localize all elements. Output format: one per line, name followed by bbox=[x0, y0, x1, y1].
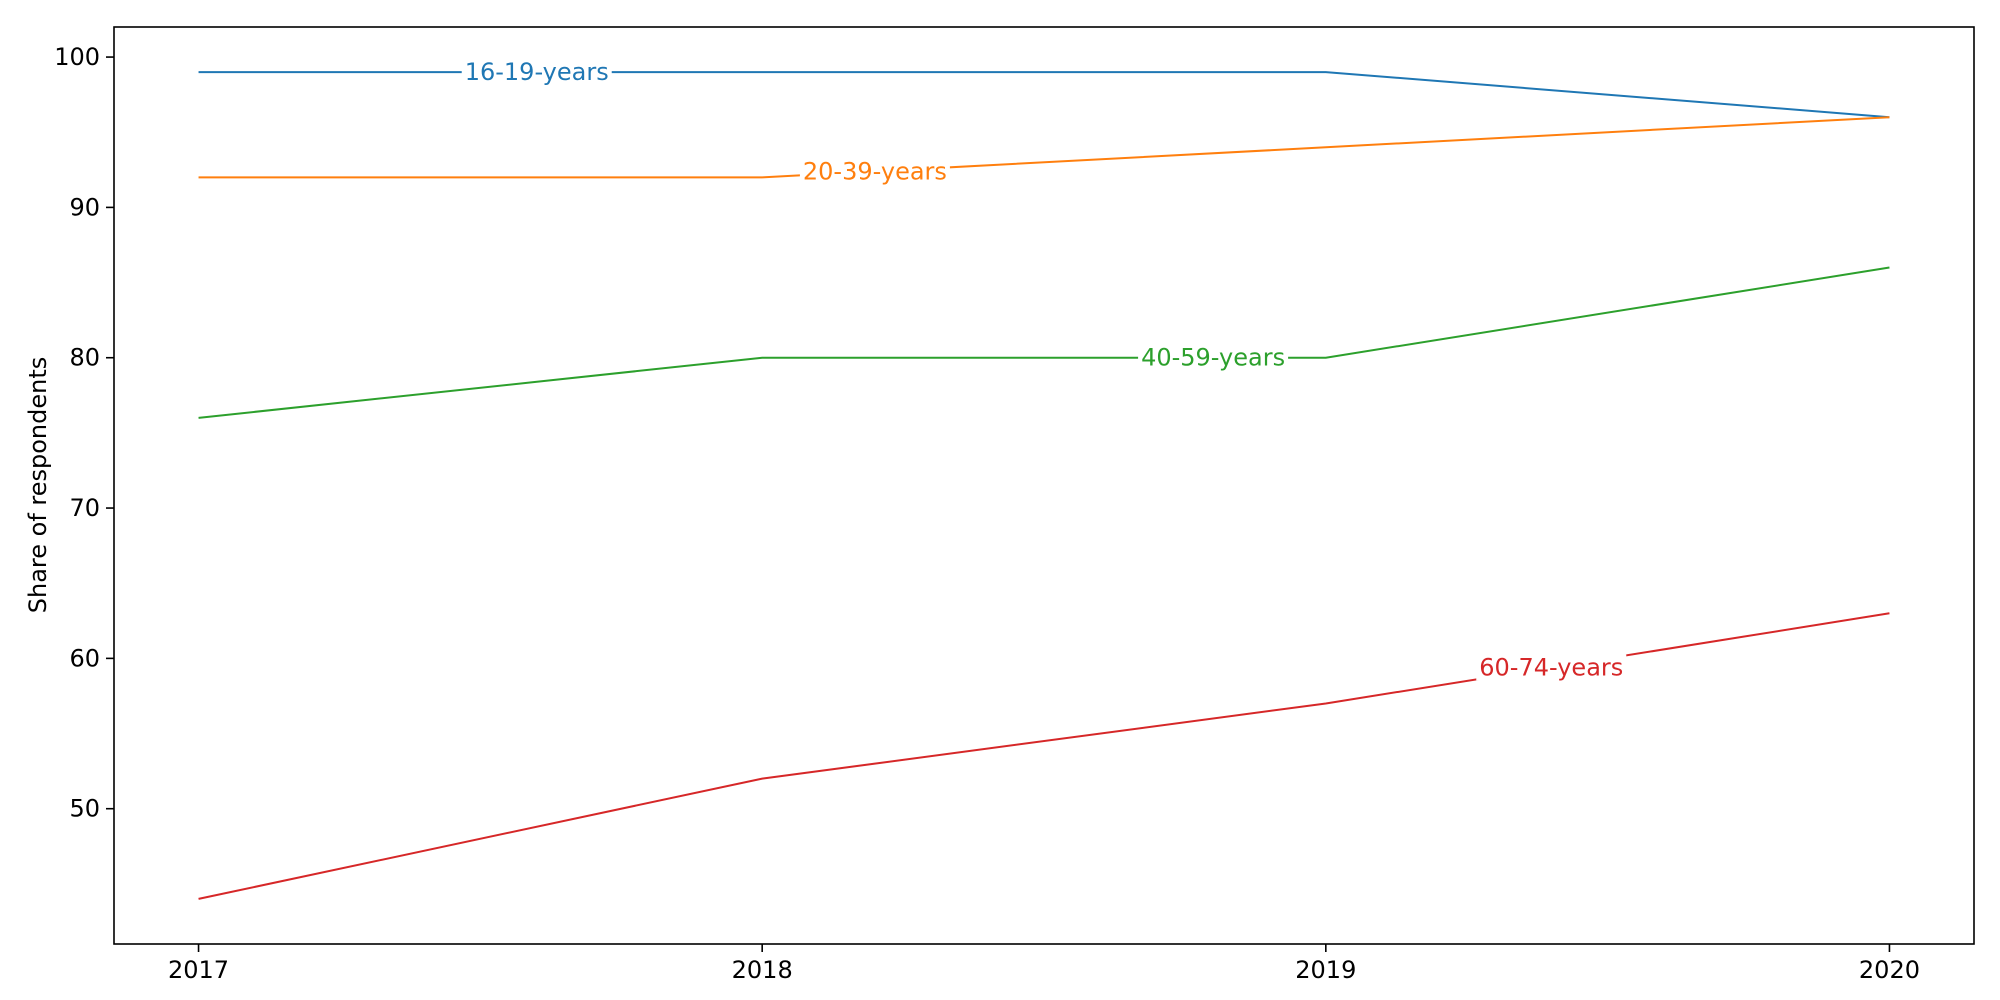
x-tick-label: 2020 bbox=[1859, 956, 1920, 984]
y-tick-label: 80 bbox=[69, 344, 100, 372]
x-axis: 2017 2018 2019 2020 bbox=[168, 944, 1920, 984]
y-tick-label: 90 bbox=[69, 193, 100, 221]
x-tick-label: 2017 bbox=[168, 956, 229, 984]
series-lines bbox=[198, 71, 1890, 900]
series-line-60-74-years bbox=[198, 612, 1890, 900]
series-label-background bbox=[461, 59, 612, 86]
y-tick-label: 50 bbox=[69, 795, 100, 823]
y-tick-label: 70 bbox=[69, 494, 100, 522]
x-tick-label: 2018 bbox=[732, 956, 793, 984]
y-tick-label: 100 bbox=[54, 43, 100, 71]
y-tick-label: 60 bbox=[69, 644, 100, 672]
series-label-background bbox=[1476, 654, 1627, 681]
series-line-16-19-years bbox=[198, 71, 1890, 119]
plot-area-frame bbox=[113, 26, 1975, 945]
y-axis-title: Share of respondents bbox=[24, 357, 52, 614]
series-label-60-74-years: 60-74-years bbox=[1479, 653, 1623, 681]
series-label-background bbox=[799, 158, 950, 185]
series-line-40-59-years bbox=[198, 266, 1890, 419]
y-axis: 50 60 70 80 90 100 bbox=[54, 43, 114, 823]
series-label-40-59-years: 40-59-years bbox=[1141, 344, 1285, 372]
series-label-background bbox=[1138, 344, 1289, 371]
x-tick-label: 2019 bbox=[1295, 956, 1356, 984]
series-label-20-39-years: 20-39-years bbox=[803, 157, 947, 185]
series-labels: 16-19-years 20-39-years 40-59-years 60-74-y… bbox=[461, 58, 1627, 681]
series-line-20-39-years bbox=[198, 116, 1890, 179]
series-label-16-19-years: 16-19-years bbox=[465, 58, 609, 86]
